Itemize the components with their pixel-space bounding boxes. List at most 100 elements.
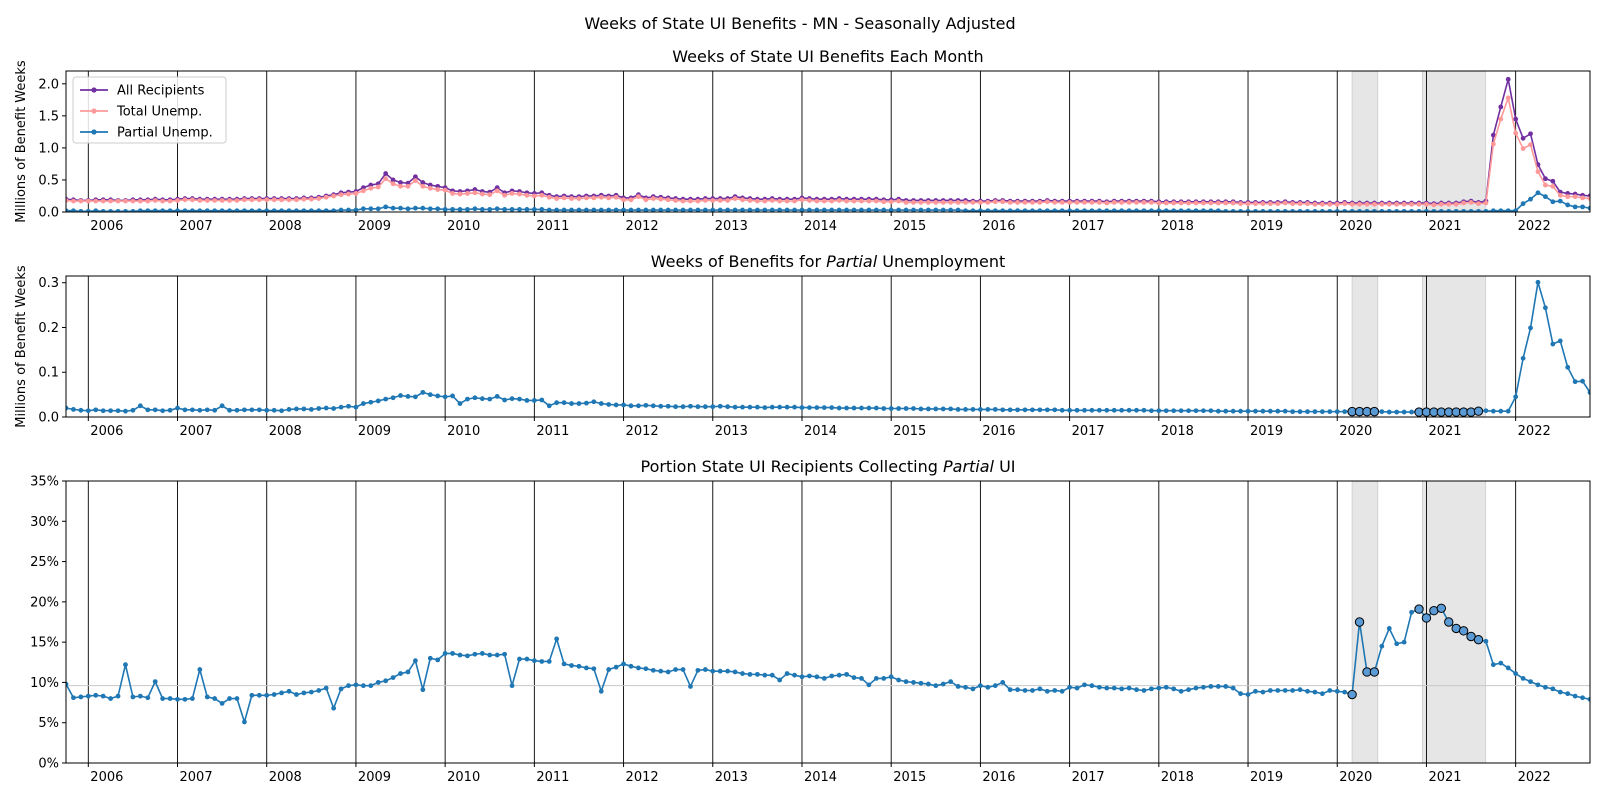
data-point: [911, 406, 916, 411]
data-point: [524, 207, 530, 212]
data-point: [859, 207, 864, 212]
data-point: [1409, 609, 1414, 615]
data-point: [1245, 201, 1251, 207]
data-point: [1386, 626, 1392, 631]
data-point: [160, 198, 166, 204]
data-point: [1483, 208, 1489, 212]
data-point: [234, 198, 240, 203]
data-point: [308, 689, 314, 695]
panel-title: Portion State UI Recipients Collecting P…: [640, 457, 1015, 476]
data-point: [465, 653, 470, 659]
data-point: [1490, 208, 1496, 212]
data-point: [688, 207, 693, 212]
data-point: [1587, 696, 1590, 702]
data-point: [1498, 116, 1504, 122]
data-point: [308, 406, 314, 412]
data-point: [903, 199, 909, 205]
data-point: [1171, 686, 1177, 692]
data-point: [1409, 409, 1414, 415]
data-point: [888, 674, 894, 680]
data-point: [896, 198, 902, 204]
data-point: [985, 406, 991, 412]
data-point: [1267, 688, 1273, 693]
axes-frame: [65, 480, 1591, 764]
data-point: [442, 651, 448, 656]
x-tick-label: 2012: [626, 424, 659, 439]
data-point: [1490, 141, 1496, 147]
data-point: [1342, 208, 1348, 212]
data-point: [1513, 671, 1519, 676]
data-point: [294, 406, 299, 412]
data-point: [1379, 643, 1385, 649]
data-point: [911, 199, 916, 205]
data-point: [1453, 201, 1459, 207]
data-point: [591, 399, 597, 405]
data-point: [992, 208, 998, 212]
data-point: [182, 208, 188, 212]
data-point: [1067, 407, 1073, 413]
data-point: [1520, 135, 1526, 141]
data-point: [487, 396, 493, 402]
data-point: [182, 696, 188, 702]
data-point: [576, 196, 582, 201]
data-point: [1342, 409, 1348, 415]
data-point: [866, 207, 872, 212]
data-point: [1319, 691, 1325, 697]
data-point: [465, 396, 470, 402]
data-point: [383, 396, 389, 402]
data-point: [1535, 682, 1541, 688]
data-point: [219, 403, 225, 409]
data-point: [829, 198, 835, 204]
data-point: [420, 183, 426, 189]
data-point: [955, 207, 961, 212]
data-point: [992, 683, 998, 689]
shaded-period: [1421, 481, 1487, 763]
data-point: [137, 198, 143, 204]
data-point: [420, 205, 426, 211]
data-point: [650, 667, 656, 673]
data-point: [881, 199, 887, 205]
data-point: [576, 207, 582, 212]
data-point: [1148, 208, 1154, 212]
data-point: [598, 207, 604, 212]
data-point: [1520, 676, 1526, 681]
data-point: [1572, 379, 1578, 385]
data-point: [1275, 208, 1281, 212]
data-point: [115, 208, 121, 212]
data-point: [531, 207, 537, 212]
data-point: [1565, 364, 1571, 370]
data-point: [420, 687, 426, 693]
data-point: [197, 667, 203, 672]
data-point: [925, 406, 931, 412]
legend-marker: [91, 129, 97, 135]
data-point: [1557, 338, 1563, 344]
data-point: [93, 198, 99, 204]
data-point: [1394, 641, 1400, 647]
data-point: [1134, 199, 1139, 205]
data-point: [1305, 409, 1310, 415]
data-point: [1245, 692, 1251, 697]
data-point: [576, 663, 582, 669]
data-point: [1156, 208, 1162, 212]
data-point: [970, 199, 976, 205]
data-point: [1059, 199, 1065, 205]
data-point: [1178, 200, 1184, 206]
x-tick-label: 2011: [536, 424, 569, 439]
data-point: [323, 405, 329, 411]
data-point: [561, 207, 567, 212]
data-point: [1082, 407, 1087, 413]
data-point: [137, 403, 143, 409]
data-point: [1572, 204, 1578, 210]
data-point: [1104, 200, 1110, 206]
data-point: [621, 661, 626, 667]
data-point: [301, 690, 307, 696]
data-point: [1253, 201, 1258, 207]
data-point: [435, 393, 441, 399]
data-point: [1044, 199, 1050, 205]
data-point: [1528, 196, 1533, 202]
data-point: [85, 198, 91, 204]
data-point: [1468, 208, 1474, 212]
data-point: [985, 684, 991, 690]
data-point: [383, 171, 389, 176]
data-point: [271, 692, 277, 697]
